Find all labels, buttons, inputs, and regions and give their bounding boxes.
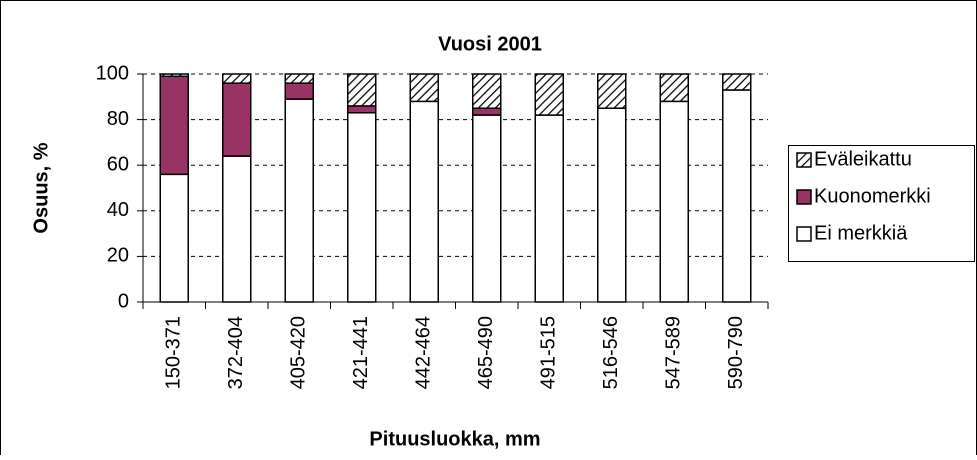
bar-segment [472,107,502,116]
bar-segment [409,100,439,303]
legend [788,145,975,262]
bar-segment [597,73,627,109]
chart-title: Vuosi 2001 [438,33,542,55]
x-tick-label: 590-790 [725,316,747,389]
legend-swatch [796,189,812,205]
bar-segment [472,73,502,109]
bar-segment [347,112,377,303]
legend-label: Ei merkkiä [814,222,908,244]
y-tick-label: 80 [107,108,129,130]
y-tick-label: 40 [107,199,129,221]
y-tick-label: 100 [96,62,129,84]
bar-segment [284,73,314,84]
bar-segment [222,73,252,84]
legend-swatch [796,226,812,242]
bar-segment [159,75,189,176]
legend-label: Kuonomerkki [814,185,931,207]
legend-swatch [796,152,812,168]
bar-segment [409,73,439,103]
bar-segment [472,114,502,303]
bar-segment [159,73,189,78]
y-axis-title: Osuus, % [30,142,52,233]
x-tick-label: 465-490 [475,316,497,389]
bar-segment [534,73,564,116]
x-tick-label: 442-464 [413,316,435,389]
bar-segment [534,114,564,303]
bar-segment [284,82,314,100]
y-tick-label: 20 [107,245,129,267]
x-tick-label: 372-404 [225,316,247,389]
legend-label: Eväleikattu [814,148,912,170]
bar-segment [284,98,314,303]
bar-segment [222,155,252,303]
x-tick-label: 491-515 [538,316,560,389]
y-tick-label: 60 [107,153,129,175]
y-tick-label: 0 [118,290,129,312]
bar-segment [659,73,689,103]
bar-segment [222,82,252,157]
x-tick-label: 516-546 [600,316,622,389]
x-tick-label: 547-589 [663,316,685,389]
bar-segment [347,105,377,114]
bar-segment [159,173,189,303]
x-tick-label: 405-420 [288,316,310,389]
bar-segment [347,73,377,107]
x-tick-label: 150-371 [163,316,185,389]
bar-segment [597,107,627,303]
bar-segment [722,73,752,91]
x-axis-title: Pituusluokka, mm [369,428,540,450]
bar-segment [722,89,752,303]
bar-segment [659,100,689,303]
x-tick-label: 421-441 [350,316,372,389]
